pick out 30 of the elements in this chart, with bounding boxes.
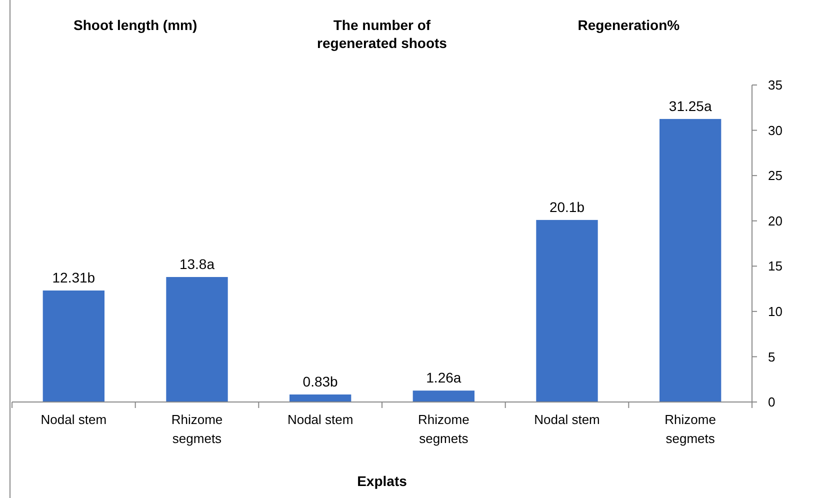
x-tick-label: Rhizome segmets bbox=[171, 412, 223, 446]
y-tick-label: 5 bbox=[768, 349, 776, 364]
data-label: 1.26a bbox=[426, 370, 462, 386]
data-label: 12.31b bbox=[52, 270, 96, 286]
data-label: 0.83b bbox=[302, 373, 338, 390]
x-tick-label: Nodal stem bbox=[287, 412, 354, 427]
y-tick-label: 30 bbox=[768, 122, 782, 138]
text: Shoot length (mm) bbox=[74, 17, 198, 33]
y-tick-label: 25 bbox=[768, 168, 782, 184]
y-tick-label: 20 bbox=[768, 213, 782, 228]
y-tick-label: 15 bbox=[768, 258, 782, 274]
x-tick-label: Rhizome segmets bbox=[664, 412, 716, 446]
bar bbox=[660, 118, 722, 402]
bar bbox=[536, 220, 598, 402]
x-axis-title: Explats bbox=[357, 473, 408, 489]
data-label: 13.8a bbox=[179, 256, 215, 272]
y-tick-label: 10 bbox=[768, 304, 782, 319]
bar bbox=[166, 277, 228, 402]
data-label: 31.25a bbox=[668, 98, 712, 114]
bar bbox=[42, 290, 104, 402]
data-label: 20.1b bbox=[549, 198, 585, 215]
text: Regeneration% bbox=[578, 17, 680, 33]
bar bbox=[412, 390, 474, 402]
y-tick-label: 0 bbox=[768, 394, 776, 410]
x-tick-label: Nodal stem bbox=[534, 412, 600, 427]
text: The number of regenerated shoots bbox=[317, 17, 448, 51]
y-tick-label: 35 bbox=[768, 78, 782, 93]
x-tick-label: Nodal stem bbox=[40, 412, 107, 427]
bar bbox=[290, 394, 352, 402]
x-tick-label: Rhizome segmets bbox=[418, 412, 470, 446]
